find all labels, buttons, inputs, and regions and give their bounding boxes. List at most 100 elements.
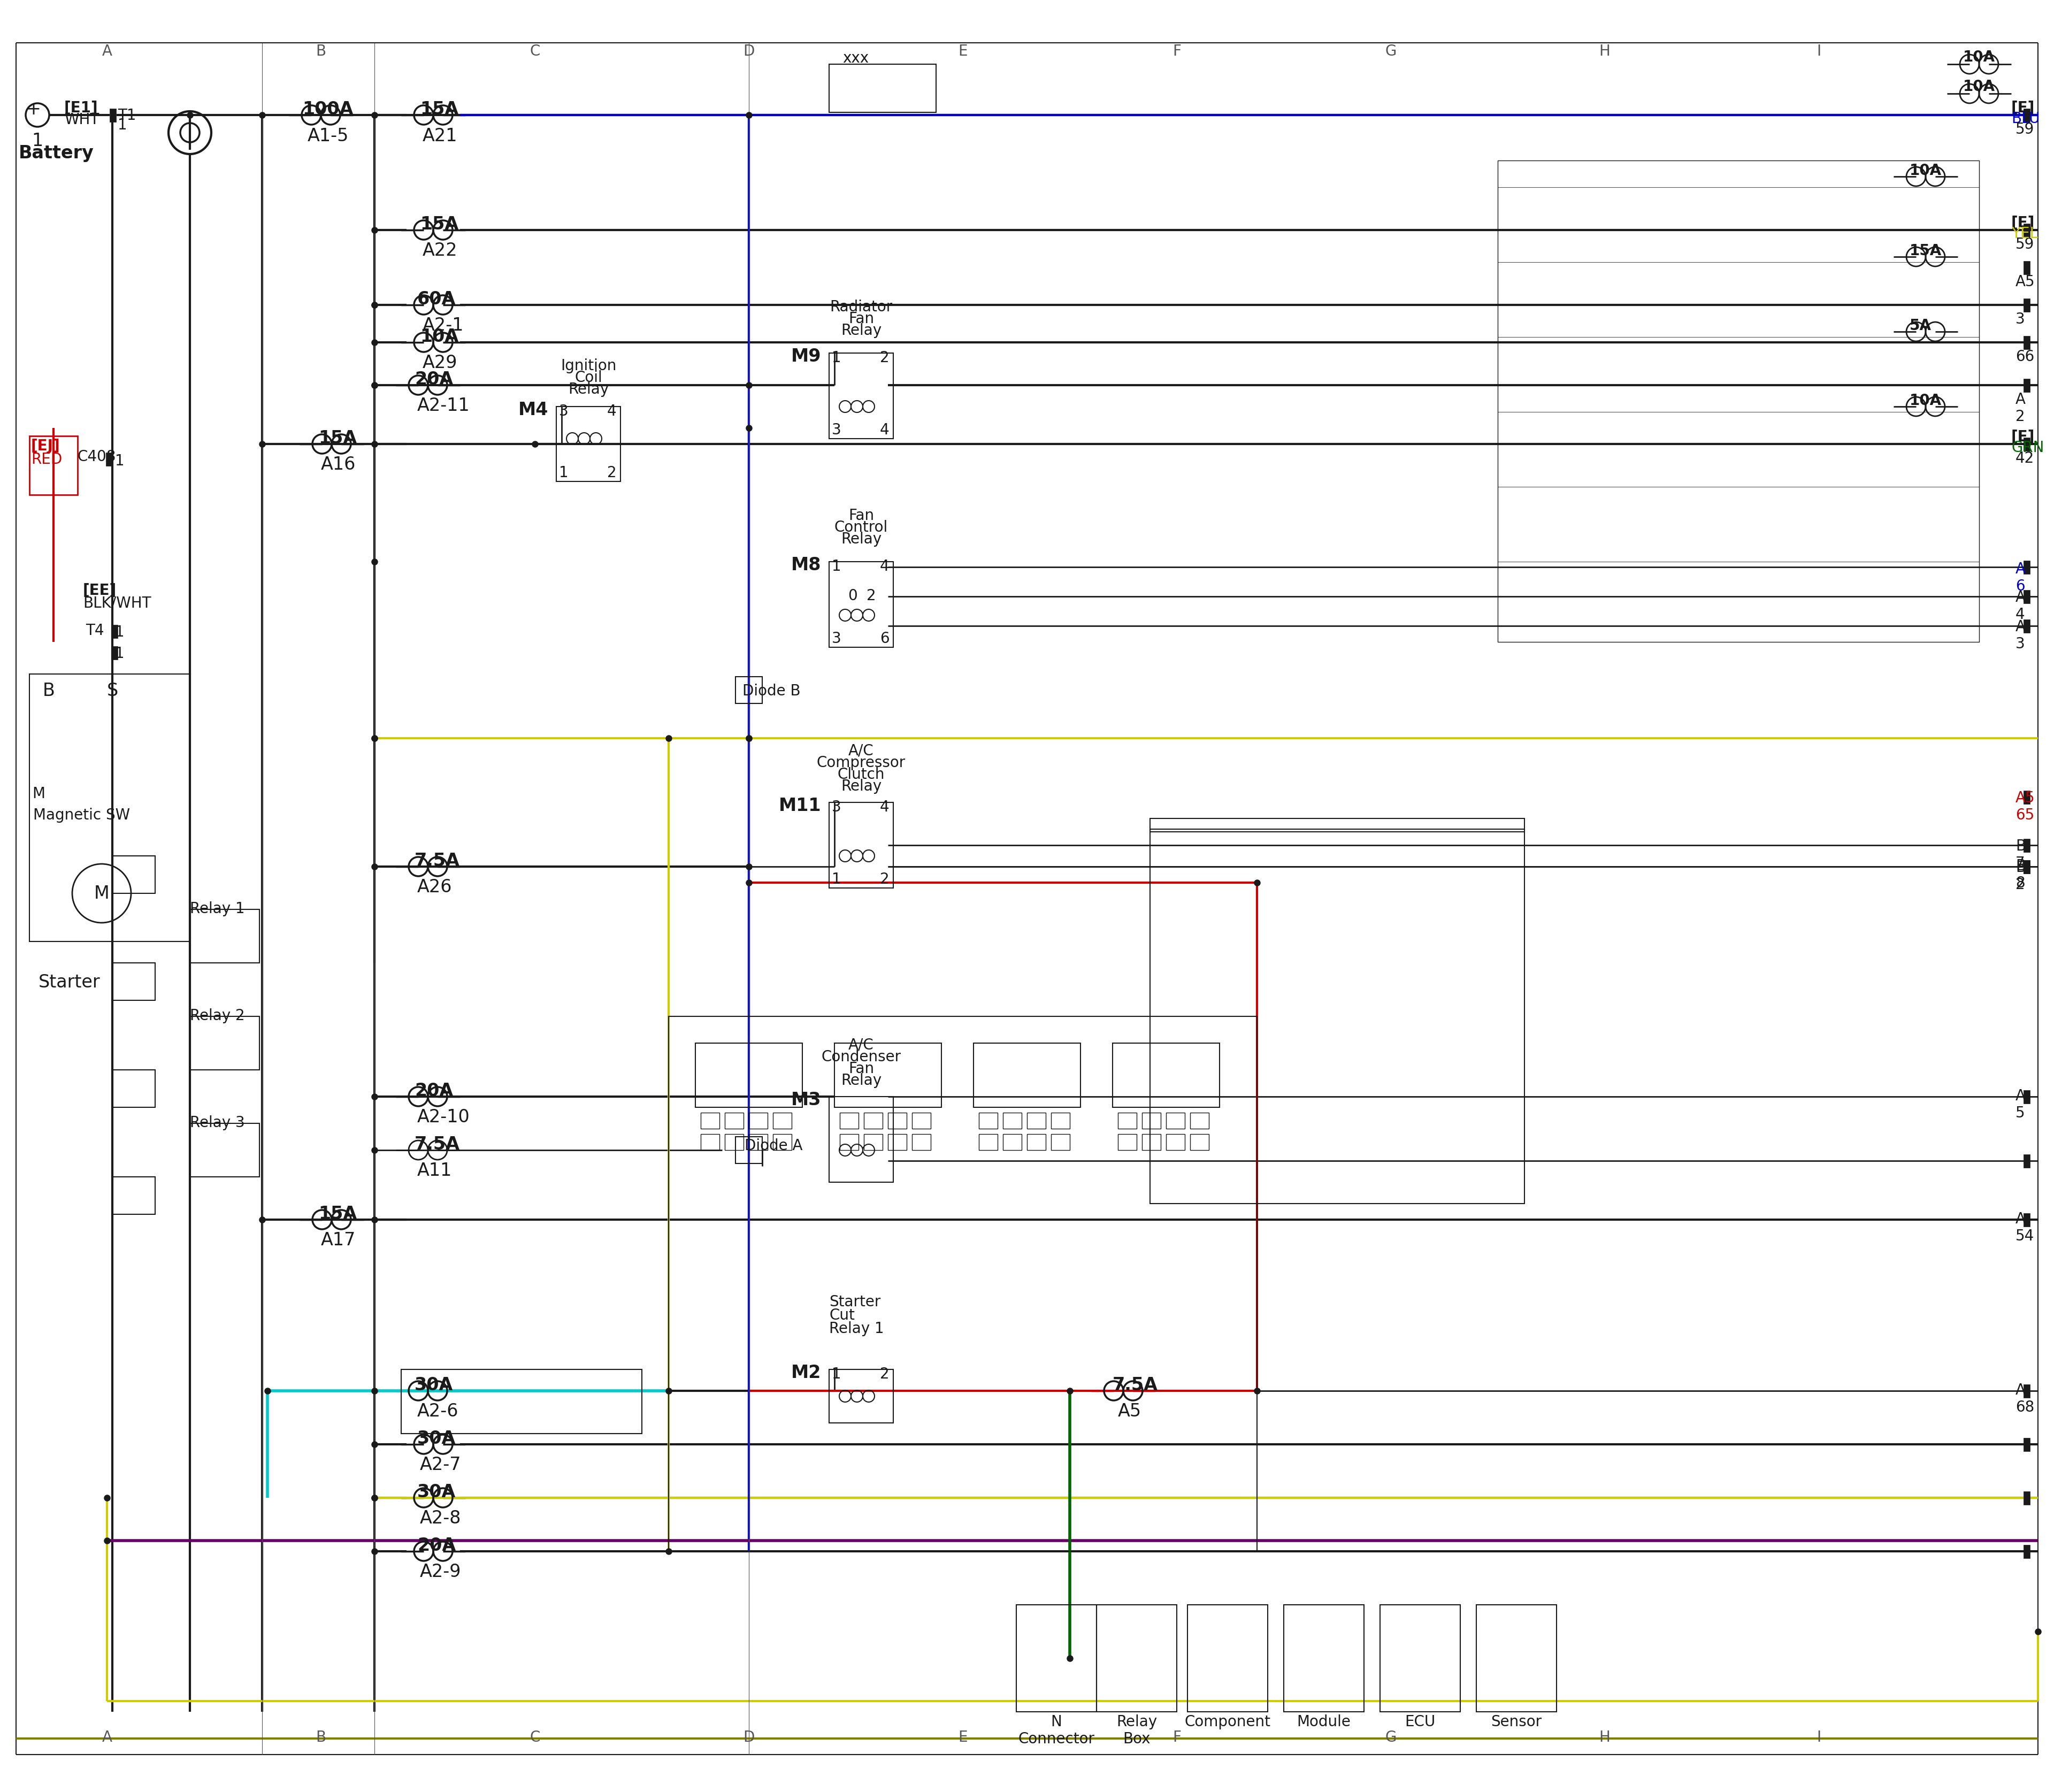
- Bar: [2023, 1385, 2029, 1398]
- Text: C: C: [530, 43, 540, 59]
- Bar: [735, 677, 762, 704]
- Text: A17: A17: [320, 1231, 355, 1249]
- Text: 0: 0: [848, 588, 857, 604]
- Text: A21: A21: [423, 127, 458, 145]
- Text: M11: M11: [778, 797, 822, 815]
- Text: 4: 4: [879, 423, 889, 437]
- Bar: [1017, 1606, 1097, 1711]
- Text: WHT: WHT: [64, 113, 99, 127]
- Text: Radiator: Radiator: [830, 299, 893, 315]
- Text: 4: 4: [879, 559, 889, 573]
- Text: A: A: [103, 1729, 113, 1745]
- Bar: [111, 625, 117, 638]
- Bar: [1189, 1134, 1210, 1150]
- Bar: [29, 435, 78, 495]
- Text: 20A: 20A: [415, 371, 454, 389]
- Text: RED: RED: [31, 452, 62, 468]
- Text: Relay: Relay: [840, 780, 881, 794]
- Bar: [2023, 378, 2029, 392]
- Bar: [1380, 1606, 1460, 1711]
- Bar: [1142, 1113, 1161, 1129]
- Text: Diode A: Diode A: [744, 1138, 803, 1154]
- Text: M2: M2: [791, 1364, 822, 1382]
- Text: YEL: YEL: [2011, 226, 2038, 242]
- Text: 3: 3: [559, 403, 569, 419]
- Text: 2: 2: [879, 873, 889, 887]
- Text: A29: A29: [423, 355, 458, 371]
- Text: Diode B: Diode B: [741, 683, 801, 699]
- Text: Cut: Cut: [830, 1308, 854, 1322]
- Bar: [840, 1113, 859, 1129]
- Bar: [113, 857, 156, 894]
- Bar: [1497, 161, 1980, 642]
- Bar: [830, 65, 937, 113]
- Bar: [2023, 1437, 2029, 1452]
- Text: 6: 6: [879, 631, 889, 647]
- Text: 1: 1: [832, 559, 842, 573]
- Text: 15A: 15A: [318, 430, 357, 448]
- Bar: [696, 1043, 803, 1107]
- Text: M9: M9: [791, 348, 822, 366]
- Text: 30A: 30A: [417, 1484, 456, 1502]
- Text: Battery: Battery: [18, 145, 94, 161]
- Text: A
54: A 54: [2015, 1211, 2033, 1244]
- Bar: [401, 1369, 641, 1434]
- Text: I: I: [1816, 43, 1820, 59]
- Text: A
6: A 6: [2015, 561, 2025, 593]
- Bar: [830, 803, 893, 889]
- Text: A
5: A 5: [2015, 1088, 2025, 1120]
- Text: A1-5: A1-5: [308, 127, 349, 145]
- Text: 1: 1: [31, 133, 43, 151]
- Text: F: F: [1173, 43, 1181, 59]
- Bar: [113, 1177, 156, 1215]
- Bar: [1097, 1606, 1177, 1711]
- Text: Relay 2: Relay 2: [189, 1009, 244, 1023]
- Bar: [2023, 860, 2029, 873]
- Text: Relay: Relay: [840, 1073, 881, 1088]
- Text: 4: 4: [608, 403, 616, 419]
- Text: 10A: 10A: [1964, 79, 1994, 95]
- Text: 1: 1: [832, 873, 842, 887]
- Text: Sensor: Sensor: [1491, 1715, 1543, 1729]
- Text: A16: A16: [320, 455, 355, 473]
- Text: M: M: [33, 787, 45, 801]
- Bar: [1027, 1134, 1045, 1150]
- Bar: [830, 1097, 893, 1183]
- Text: [E]: [E]: [2011, 430, 2036, 444]
- Text: BLU: BLU: [2011, 111, 2040, 125]
- Text: 1: 1: [559, 466, 569, 480]
- Text: M4: M4: [518, 401, 548, 419]
- Text: M: M: [94, 885, 109, 901]
- Text: 1: 1: [115, 625, 125, 640]
- Bar: [2023, 620, 2029, 633]
- Text: 15A: 15A: [1910, 244, 1941, 258]
- Bar: [974, 1043, 1080, 1107]
- Text: 59: 59: [2015, 122, 2033, 136]
- Text: [E]: [E]: [2011, 215, 2036, 231]
- Text: Ignition: Ignition: [561, 358, 616, 373]
- Text: A2-11: A2-11: [417, 396, 470, 414]
- Text: A5: A5: [1117, 1403, 1142, 1421]
- Text: 42: 42: [2015, 452, 2033, 466]
- Text: Fan: Fan: [848, 312, 875, 326]
- Text: Module: Module: [1296, 1715, 1352, 1729]
- Text: 7.5A: 7.5A: [415, 1136, 460, 1154]
- Bar: [109, 109, 117, 122]
- Text: F: F: [1173, 1729, 1181, 1745]
- Text: Relay: Relay: [840, 532, 881, 547]
- Text: A2-8: A2-8: [419, 1509, 462, 1527]
- Text: A/C: A/C: [848, 744, 873, 758]
- Text: Relay
Box: Relay Box: [1115, 1715, 1156, 1747]
- Bar: [29, 674, 189, 941]
- Text: 1: 1: [832, 351, 842, 366]
- Bar: [1142, 1134, 1161, 1150]
- Bar: [725, 1113, 744, 1129]
- Bar: [189, 1016, 259, 1070]
- Text: A5: A5: [2015, 274, 2036, 289]
- Bar: [887, 1134, 906, 1150]
- Text: A26: A26: [417, 878, 452, 896]
- Text: A2-6: A2-6: [417, 1403, 458, 1421]
- Bar: [865, 1113, 883, 1129]
- Bar: [189, 1124, 259, 1177]
- Text: ECU: ECU: [1405, 1715, 1436, 1729]
